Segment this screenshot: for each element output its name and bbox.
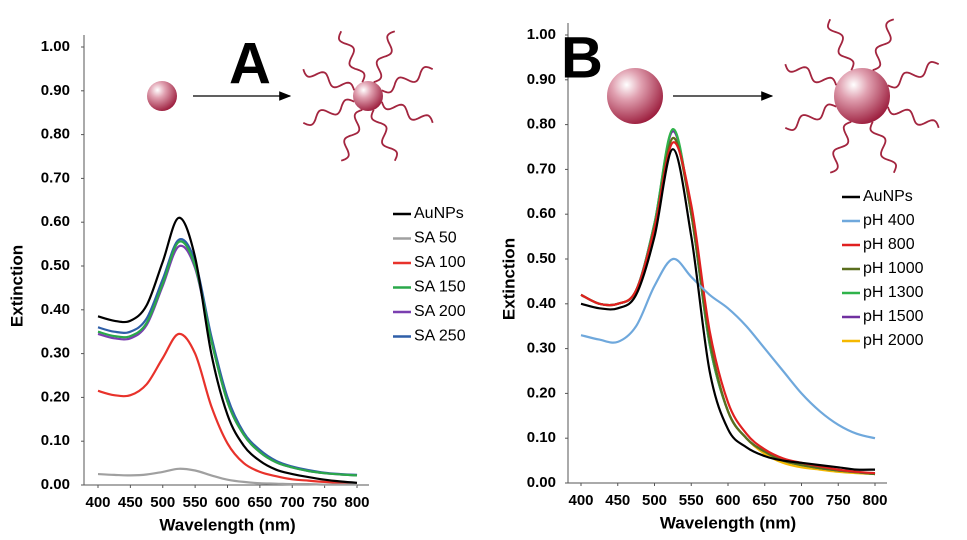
legend-label: SA 200 <box>414 303 466 320</box>
ligand <box>872 18 895 71</box>
series-line <box>97 238 358 476</box>
legend-label: pH 1300 <box>863 284 924 301</box>
series-line <box>97 244 358 477</box>
x-tick-label: 450 <box>605 492 630 509</box>
y-tick-label: 0.50 <box>41 257 70 274</box>
legend-label: AuNPs <box>863 188 913 205</box>
series-line <box>97 240 358 477</box>
x-tick-label: 550 <box>183 494 208 511</box>
ligand <box>381 65 434 94</box>
ligand <box>302 68 355 91</box>
panel-label: B <box>561 25 603 90</box>
panel-label: A <box>229 31 271 96</box>
legend-label: SA 250 <box>414 328 466 345</box>
y-tick-label: 0.00 <box>527 474 556 491</box>
scheme-a <box>147 81 383 111</box>
y-tick-label: 0.70 <box>41 169 70 186</box>
y-tick-label: 0.40 <box>527 295 556 312</box>
y-tick-label: 0.10 <box>41 432 70 449</box>
ligand <box>302 98 355 127</box>
y-tick-label: 0.90 <box>527 71 556 88</box>
y-tick-label: 0.80 <box>527 116 556 133</box>
y-tick-label: 0.10 <box>527 429 556 446</box>
ligand <box>887 106 940 129</box>
ligand <box>869 121 898 174</box>
x-tick-label: 550 <box>679 492 704 509</box>
scheme-b <box>607 68 890 124</box>
y-tick-label: 0.30 <box>41 345 70 362</box>
y-tick-label: 0.90 <box>41 82 70 99</box>
y-tick-label: 1.00 <box>527 26 556 43</box>
x-tick-label: 400 <box>85 494 110 511</box>
ligand <box>826 18 855 71</box>
ligand <box>829 121 852 174</box>
legend-label: pH 400 <box>863 212 915 229</box>
ligand <box>887 60 940 89</box>
x-tick-label: 500 <box>642 492 667 509</box>
x-tick-label: 750 <box>826 492 851 509</box>
ligand <box>381 101 434 124</box>
x-axis-label: Wavelength (nm) <box>159 515 295 534</box>
x-tick-label: 600 <box>715 492 740 509</box>
y-axis-label: Extinction <box>499 238 518 320</box>
ligand <box>784 103 837 132</box>
ligand <box>784 63 837 86</box>
y-tick-label: 0.20 <box>527 384 556 401</box>
x-axis-label: Wavelength (nm) <box>660 513 796 532</box>
series-line <box>580 148 876 471</box>
nanoparticle <box>834 68 890 124</box>
legend-label: AuNPs <box>414 205 464 222</box>
series-line <box>580 257 876 440</box>
y-tick-label: 1.00 <box>41 38 70 55</box>
ligand <box>370 109 399 162</box>
x-tick-label: 400 <box>568 492 593 509</box>
x-tick-label: 600 <box>215 494 240 511</box>
y-tick-label: 0.50 <box>527 250 556 267</box>
legend-label: pH 2000 <box>863 332 924 349</box>
legend-label: SA 150 <box>414 279 466 296</box>
nanoparticle <box>353 81 383 111</box>
legend-label: SA 100 <box>414 254 466 271</box>
ligand <box>373 30 396 83</box>
series-line <box>97 332 358 485</box>
y-axis-label: Extinction <box>7 245 26 327</box>
x-tick-label: 700 <box>789 492 814 509</box>
x-tick-label: 500 <box>150 494 175 511</box>
y-tick-label: 0.00 <box>41 476 70 493</box>
y-tick-label: 0.40 <box>41 301 70 318</box>
y-tick-label: 0.70 <box>527 160 556 177</box>
y-tick-label: 0.60 <box>527 205 556 222</box>
y-tick-label: 0.80 <box>41 126 70 143</box>
legend-label: SA 50 <box>414 230 457 247</box>
series-line <box>97 467 357 486</box>
ligand <box>337 30 366 83</box>
y-tick-label: 0.60 <box>41 213 70 230</box>
x-tick-label: 450 <box>118 494 143 511</box>
legend-label: pH 1000 <box>863 260 924 277</box>
series-line <box>97 216 358 484</box>
y-tick-label: 0.30 <box>527 340 556 357</box>
nanoparticle <box>147 81 177 111</box>
x-tick-label: 700 <box>280 494 305 511</box>
y-tick-label: 0.20 <box>41 388 70 405</box>
x-tick-label: 650 <box>752 492 777 509</box>
x-tick-label: 800 <box>344 494 369 511</box>
x-tick-label: 650 <box>247 494 272 511</box>
series-line <box>580 141 876 475</box>
ligand <box>340 109 363 162</box>
x-tick-label: 800 <box>862 492 887 509</box>
legend-label: pH 1500 <box>863 308 924 325</box>
x-tick-label: 750 <box>312 494 337 511</box>
legend-label: pH 800 <box>863 236 915 253</box>
nanoparticle <box>607 68 663 124</box>
